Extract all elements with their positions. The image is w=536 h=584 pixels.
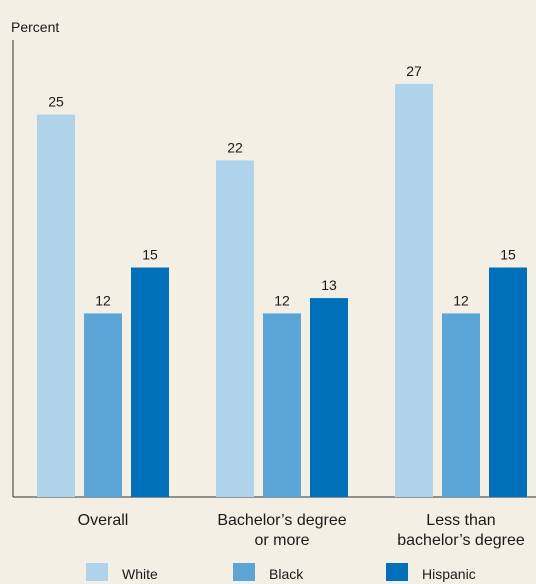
bar-white-0	[37, 114, 75, 497]
bar-hispanic-0	[131, 267, 169, 497]
data-label-black-2: 12	[453, 292, 469, 308]
data-label-hispanic-0: 15	[142, 247, 158, 263]
data-label-hispanic-2: 15	[500, 247, 516, 263]
data-label-white-2: 27	[406, 63, 422, 79]
data-labels-group: 25 22 27 12 12 12 15 13 15	[48, 63, 516, 308]
category-label-1-0: Bachelor’s degree	[217, 512, 346, 529]
bar-black-1	[263, 313, 301, 497]
bar-white-2	[395, 83, 433, 498]
category-label-1-1: or more	[254, 532, 309, 549]
legend-swatch-black	[233, 563, 255, 581]
data-label-white-0: 25	[48, 94, 64, 110]
legend-swatch-hispanic	[386, 563, 408, 581]
category-label-0-0: Overall	[78, 512, 129, 529]
data-label-black-0: 12	[95, 292, 111, 308]
legend-label-black: Black	[269, 566, 304, 582]
bar-black-2	[442, 313, 480, 497]
y-axis-label: Percent	[11, 19, 59, 35]
bar-hispanic-1	[310, 298, 348, 497]
data-label-white-1: 22	[227, 139, 243, 155]
category-labels-group: Overall Bachelor’s degree or more Less than…	[78, 512, 525, 549]
legend: White Black Hispanic	[86, 563, 476, 582]
legend-swatch-white	[86, 563, 108, 581]
legend-label-hispanic: Hispanic	[422, 566, 476, 582]
bar-hispanic-2	[489, 267, 527, 497]
bar-black-0	[84, 313, 122, 497]
data-label-black-1: 12	[274, 292, 290, 308]
bar-white-1	[216, 160, 254, 497]
legend-label-white: White	[122, 566, 158, 582]
category-label-2-0: Less than	[426, 512, 495, 529]
category-label-2-1: bachelor’s degree	[397, 532, 525, 549]
data-label-hispanic-1: 13	[321, 277, 337, 293]
bars-group	[37, 83, 527, 498]
